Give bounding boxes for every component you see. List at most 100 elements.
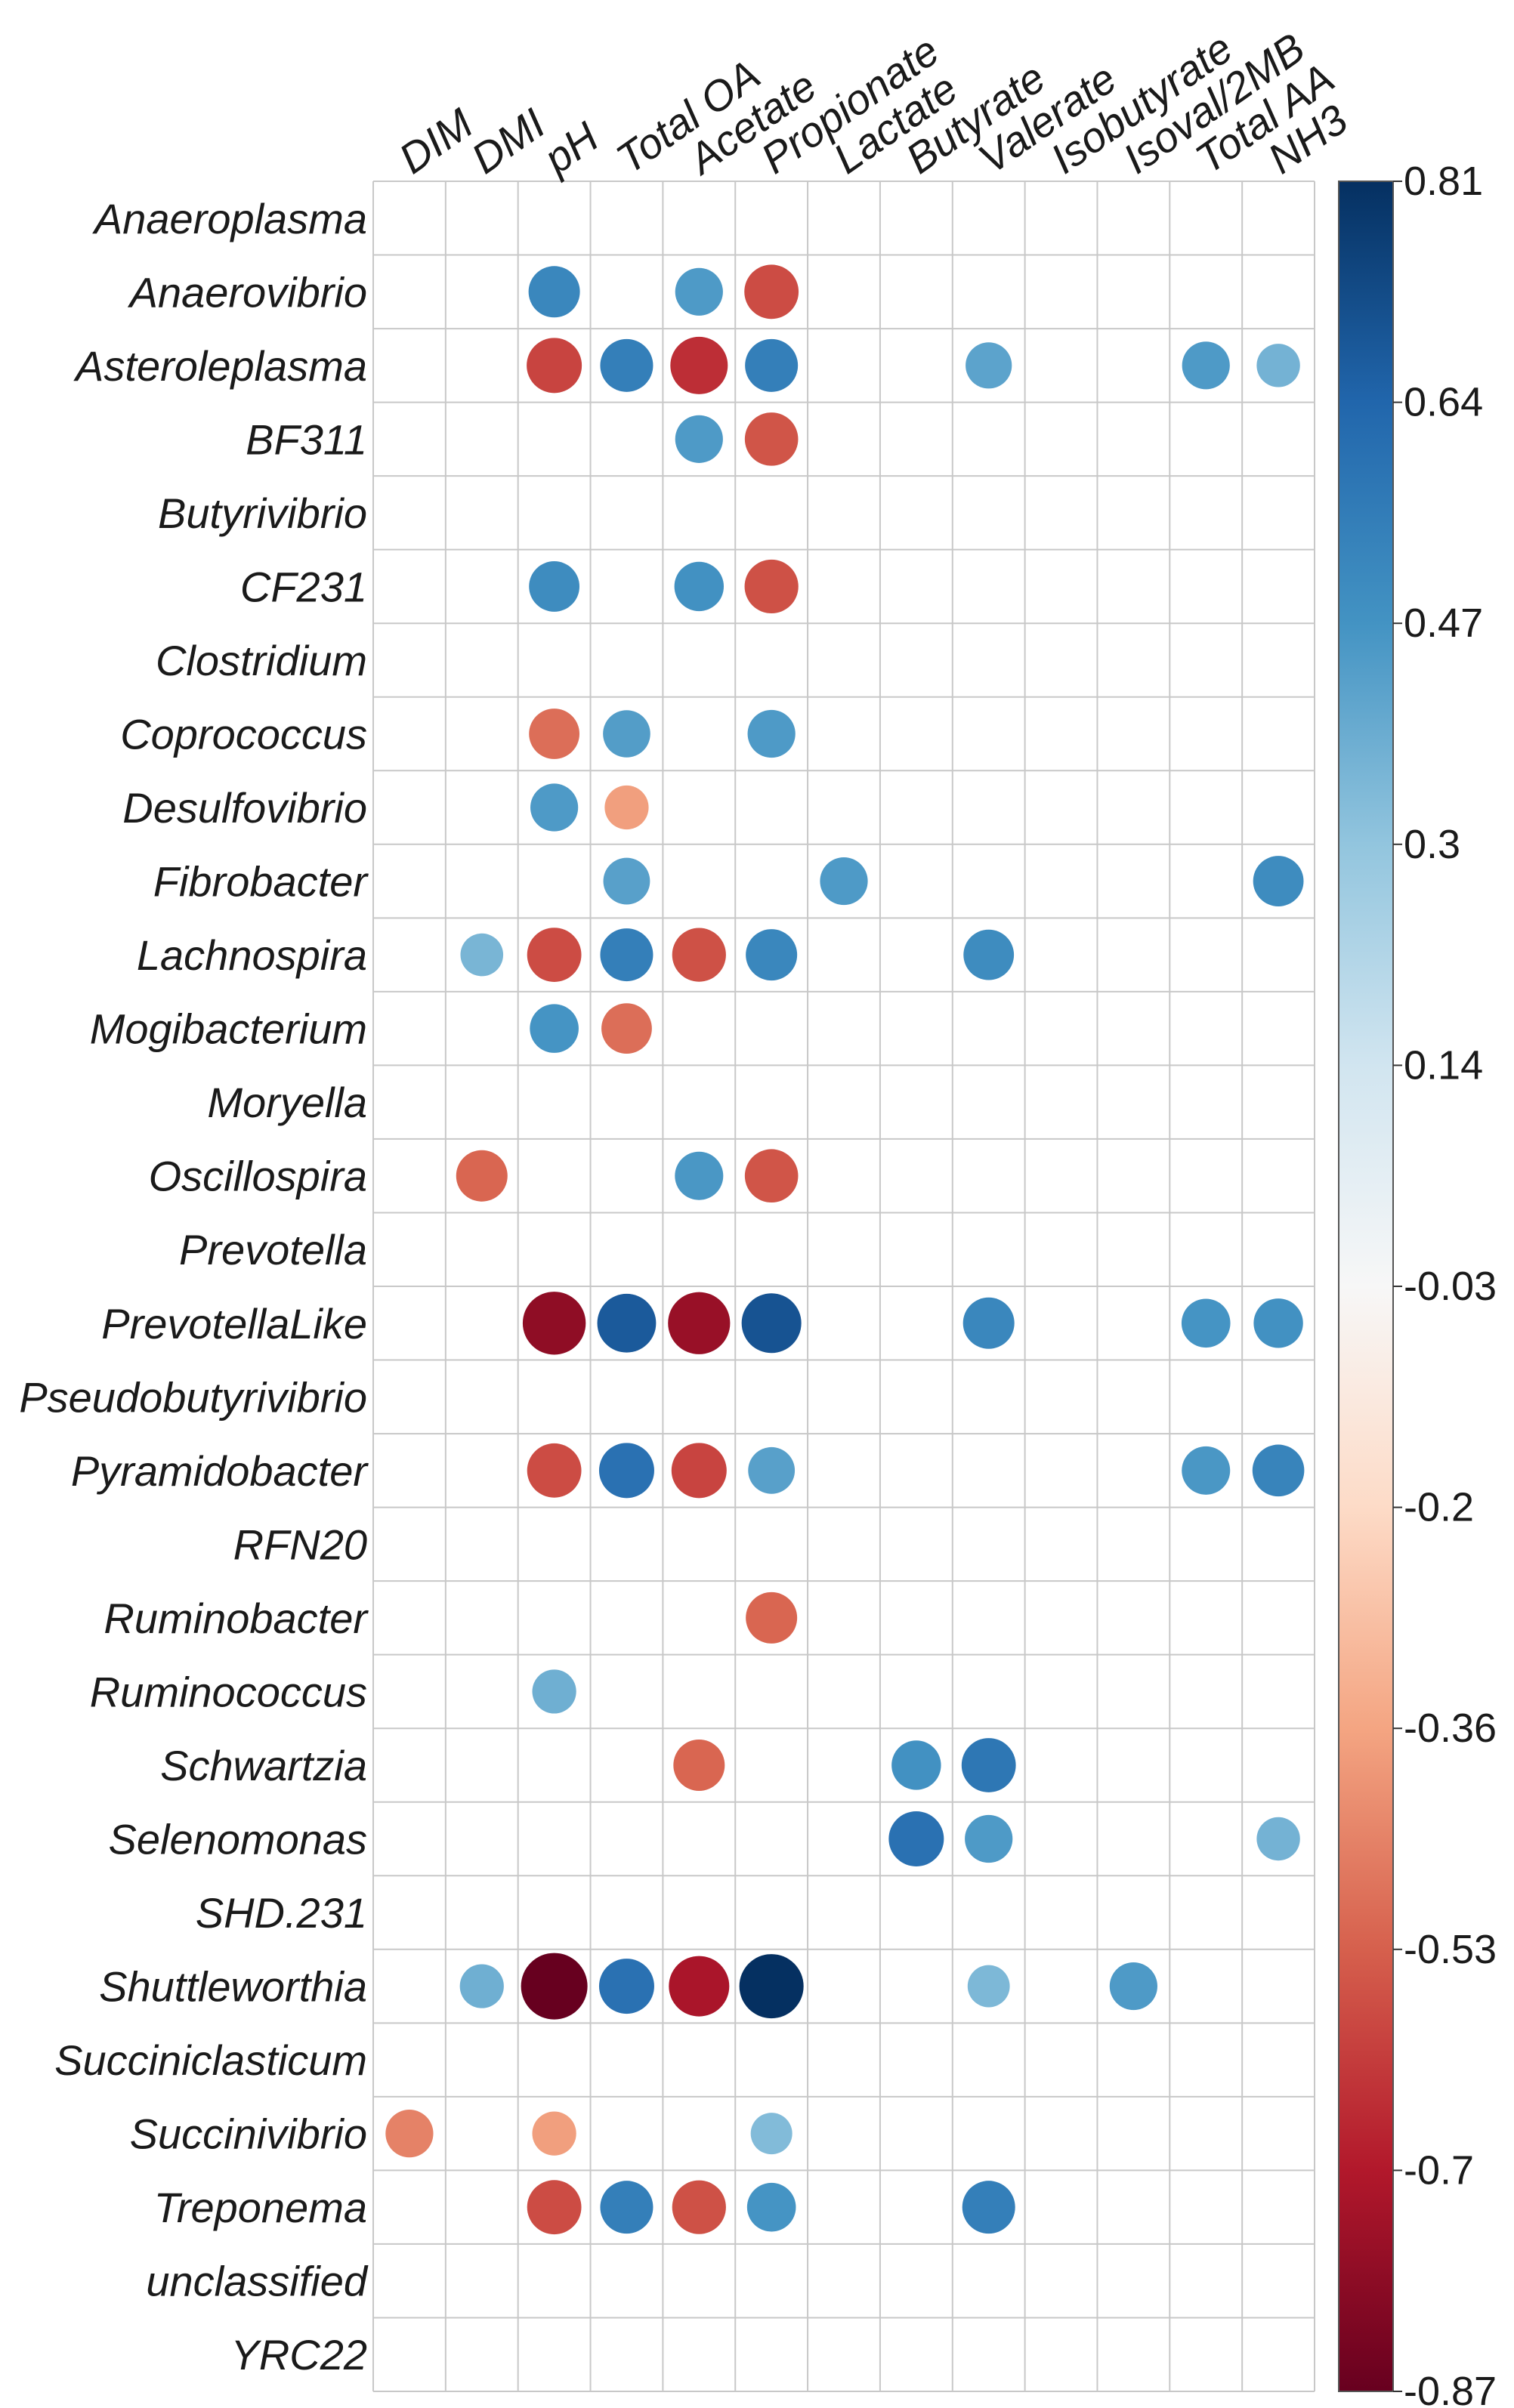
dot-desulfovibrio-ph (530, 783, 579, 832)
dot-lachnospira-propionate (746, 929, 798, 981)
dot-treponema-propionate (746, 2182, 796, 2232)
dot-lachnospira-dmi (460, 933, 504, 977)
row-labels: Anaeroplasma Anaerovibrio Asteroleplasma BF… (19, 195, 369, 2379)
row-label-prevotella: Prevotella (179, 1226, 367, 1273)
row-label-mogibacterium: Mogibacterium (90, 1005, 367, 1053)
dot-prevotellalike-valerate (962, 1297, 1015, 1349)
colorbar-tick-label: 0.3 (1404, 822, 1460, 867)
dot-oscillospira-acetate (675, 1151, 724, 1200)
dot-succinivibrio-propionate (750, 2113, 793, 2155)
dot-selenomonas-nh3 (1256, 1817, 1300, 1861)
row-label-coprococcus: Coprococcus (120, 711, 367, 758)
dot-prevotellalike-nh3 (1253, 1298, 1303, 1348)
dot-fibrobacter-total-oa (603, 857, 650, 905)
colorbar-tick-label: -0.03 (1404, 1264, 1497, 1309)
dot-lachnospira-acetate (672, 928, 726, 982)
dot-shuttleworthia-total-oa (598, 1959, 654, 2014)
colorbar: 0.81 0.64 0.47 0.3 0.14 -0.03 -0.2 -0.36 -0.53 -0… (1338, 159, 1497, 2408)
row-label-cf231: CF231 (240, 563, 367, 610)
dot-treponema-total-oa (600, 2181, 653, 2234)
colorbar-tick-label: -0.87 (1404, 2369, 1497, 2408)
dot-coprococcus-ph (529, 709, 580, 759)
row-label-asteroleplasma: Asteroleplasma (73, 342, 367, 390)
colorbar-tick-label: -0.2 (1404, 1485, 1474, 1530)
row-label-succiniclasticum: Succiniclasticum (54, 2036, 367, 2084)
dot-asteroleplasma-propionate (745, 338, 799, 392)
colorbar-tick-label: -0.36 (1404, 1706, 1497, 1751)
dot-pyramidobacter-propionate (748, 1446, 796, 1494)
dot-bf311-acetate (675, 415, 723, 463)
dot-shuttleworthia-isoval-2mb (1109, 1962, 1157, 2011)
dot-desulfovibrio-total-oa (604, 785, 649, 830)
grid (372, 181, 1315, 2392)
row-label-bf311: BF311 (246, 415, 367, 463)
dot-fibrobacter-lactate (820, 857, 868, 906)
dot-fibrobacter-nh3 (1253, 856, 1304, 906)
row-label-rfn20: RFN20 (233, 1520, 367, 1568)
dot-ruminobacter-propionate (746, 1591, 798, 1644)
colorbar-ticks: 0.81 0.64 0.47 0.3 0.14 -0.03 -0.2 -0.36 -0.53 -0… (1393, 159, 1497, 2408)
dot-treponema-ph (527, 2180, 582, 2235)
row-label-shd-231: SHD.231 (196, 1889, 367, 1937)
dot-asteroleplasma-total-aa (1182, 341, 1230, 390)
dot-pyramidobacter-ph (527, 1443, 582, 1498)
dot-asteroleplasma-total-oa (600, 338, 653, 392)
colorbar-tick-label: -0.7 (1404, 2147, 1474, 2193)
row-label-shuttleworthia: Shuttleworthia (99, 1963, 367, 2011)
dot-shuttleworthia-valerate (967, 1965, 1010, 2008)
dot-prevotellalike-total-oa (597, 1293, 657, 1353)
dot-pyramidobacter-acetate (671, 1443, 727, 1499)
dot-anaerovibrio-ph (528, 266, 580, 318)
dot-cf231-ph (529, 561, 580, 612)
row-label-oscillospira: Oscillospira (149, 1153, 367, 1200)
dot-oscillospira-dmi (456, 1150, 508, 1202)
colorbar-tick-label: 0.47 (1404, 600, 1483, 646)
column-label-ph: pH (534, 113, 607, 184)
dot-asteroleplasma-valerate (966, 342, 1012, 389)
dot-lachnospira-ph (527, 928, 582, 982)
dot-coprococcus-propionate (747, 709, 796, 758)
colorbar-gradient (1338, 181, 1394, 2392)
dot-schwartzia-valerate (961, 1738, 1016, 1792)
dot-oscillospira-propionate (744, 1149, 799, 1202)
dot-schwartzia-butyrate (891, 1740, 941, 1790)
dot-prevotellalike-acetate (668, 1292, 731, 1354)
dot-lachnospira-total-oa (600, 928, 653, 982)
row-label-butyrivibrio: Butyrivibrio (158, 489, 367, 537)
row-label-treponema: Treponema (154, 2184, 367, 2231)
dot-treponema-valerate (962, 2181, 1015, 2234)
row-label-unclassified: unclassified (146, 2258, 368, 2305)
dot-anaerovibrio-propionate (744, 264, 799, 320)
dot-shuttleworthia-acetate (669, 1956, 730, 2017)
colorbar-tick-label: -0.53 (1404, 1927, 1497, 1972)
row-label-desulfovibrio: Desulfovibrio (122, 784, 367, 832)
dot-succinivibrio-ph (532, 2111, 576, 2156)
row-label-anaerovibrio: Anaerovibrio (128, 268, 367, 316)
row-label-schwartzia: Schwartzia (160, 1742, 367, 1789)
dot-succinivibrio-dim (385, 2110, 434, 2158)
dot-shuttleworthia-ph (521, 1953, 588, 2020)
row-label-prevotellalike: PrevotellaLike (101, 1300, 367, 1348)
dot-asteroleplasma-acetate (670, 336, 728, 394)
dot-ruminococcus-ph (532, 1669, 576, 1714)
dot-treponema-acetate (672, 2180, 726, 2234)
row-label-yrc22: YRC22 (230, 2331, 367, 2379)
dot-selenomonas-valerate (965, 1814, 1013, 1863)
dot-prevotellalike-propionate (741, 1293, 802, 1354)
dot-bf311-propionate (744, 412, 799, 466)
row-label-pyramidobacter: Pyramidobacter (71, 1447, 369, 1495)
row-label-moryella: Moryella (207, 1079, 367, 1126)
dot-lachnospira-valerate (963, 929, 1015, 980)
dot-cf231-acetate (674, 561, 725, 612)
dot-shuttleworthia-propionate (739, 1954, 804, 2019)
row-label-selenomonas: Selenomonas (109, 1816, 367, 1863)
colorbar-tick-label: 0.64 (1404, 380, 1483, 425)
row-label-lachnospira: Lachnospira (137, 931, 367, 979)
dot-asteroleplasma-nh3 (1256, 344, 1300, 387)
row-label-clostridium: Clostridium (156, 637, 367, 684)
dot-coprococcus-total-oa (603, 710, 650, 758)
correlation-dots (385, 264, 1305, 2235)
dot-cf231-propionate (744, 559, 799, 614)
